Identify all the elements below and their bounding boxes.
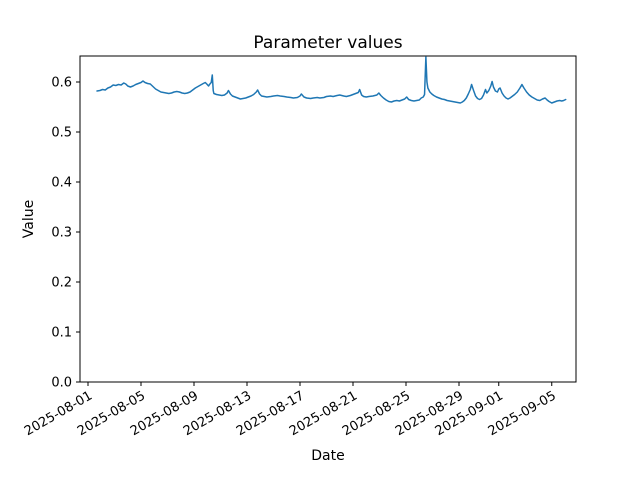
y-tick-label: 0.0 [51,376,72,391]
plot-border [79,55,577,383]
plot-area: 0.00.10.20.30.40.50.62025-08-012025-08-0… [22,55,577,439]
y-tick-label: 0.2 [51,276,72,291]
data-line [96,56,567,104]
y-axis-label: Value [21,200,37,238]
x-axis-label: Date [311,448,344,464]
y-tick-label: 0.4 [51,176,72,191]
chart-title: Parameter values [253,33,402,53]
y-tick-label: 0.1 [51,326,72,341]
y-tick-label: 0.6 [51,76,72,91]
y-tick-label: 0.3 [51,226,72,241]
y-tick-label: 0.5 [51,126,72,141]
